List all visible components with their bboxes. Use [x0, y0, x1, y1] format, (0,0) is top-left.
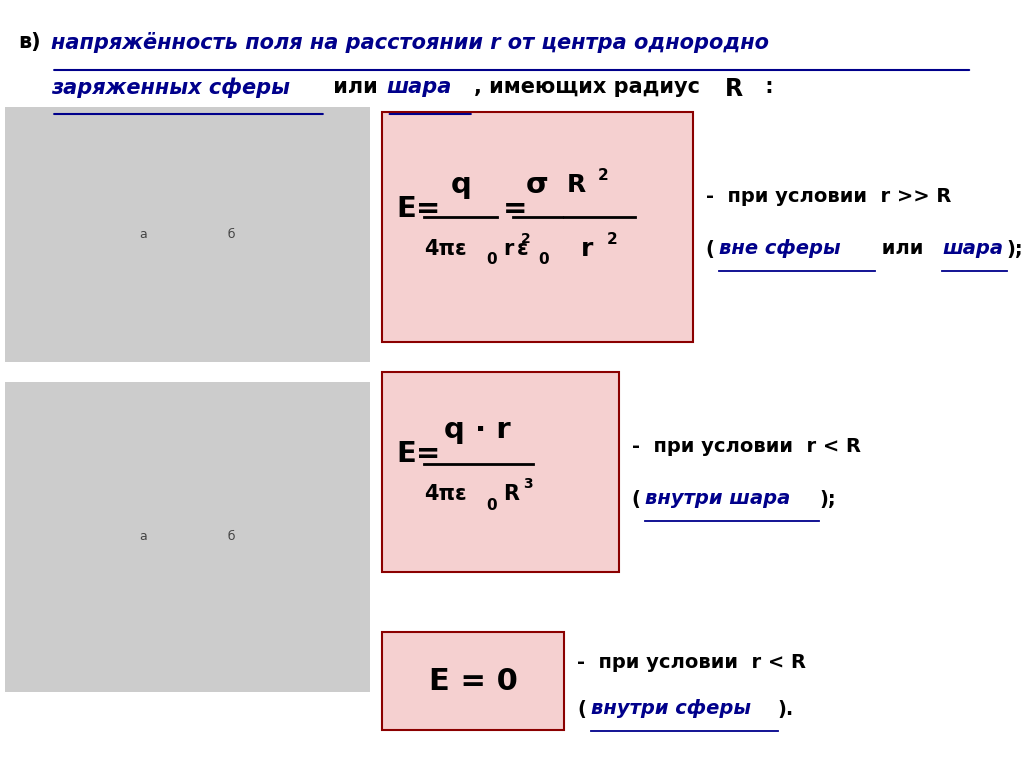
Text: 3: 3	[523, 477, 532, 491]
Text: r: r	[581, 237, 593, 261]
Text: E = 0: E = 0	[429, 667, 517, 696]
FancyBboxPatch shape	[382, 372, 618, 572]
Text: =: =	[503, 195, 527, 223]
Text: q: q	[451, 171, 471, 199]
Text: -  при условии  r < R: - при условии r < R	[578, 653, 806, 673]
Text: внутри сферы: внутри сферы	[591, 700, 751, 719]
Text: (: (	[706, 239, 715, 258]
Text: а                    б: а б	[139, 228, 236, 241]
Text: или: или	[326, 77, 385, 97]
FancyBboxPatch shape	[382, 112, 692, 342]
Text: R: R	[725, 77, 743, 101]
Text: 0: 0	[538, 252, 549, 268]
Text: заряженных сферы: заряженных сферы	[51, 77, 291, 97]
Text: R: R	[503, 484, 519, 504]
Text: напряжённость поля на расстоянии r от центра однородно: напряжённость поля на расстоянии r от це…	[51, 32, 769, 53]
Text: 2: 2	[598, 167, 608, 183]
Text: внутри шара: внутри шара	[645, 489, 791, 509]
Text: 2: 2	[521, 232, 530, 246]
Text: );: );	[1007, 239, 1023, 258]
Text: E=: E=	[396, 440, 441, 468]
Text: σ: σ	[525, 171, 548, 199]
Text: (: (	[632, 489, 640, 509]
Text: 4πε: 4πε	[424, 239, 467, 259]
Text: в): в)	[17, 32, 40, 52]
Text: 2: 2	[607, 232, 617, 246]
Text: -  при условии  r < R: - при условии r < R	[632, 437, 860, 456]
Text: q · r: q · r	[444, 416, 511, 444]
Text: (: (	[578, 700, 586, 719]
Text: E=: E=	[396, 195, 441, 223]
FancyBboxPatch shape	[382, 632, 564, 730]
Text: или: или	[876, 239, 931, 258]
FancyBboxPatch shape	[5, 107, 370, 362]
Text: :: :	[758, 77, 773, 97]
Text: );: );	[819, 489, 836, 509]
Text: ).: ).	[777, 700, 794, 719]
Text: R: R	[566, 173, 586, 197]
Text: 0: 0	[486, 252, 497, 268]
Text: 4πε: 4πε	[424, 484, 467, 504]
Text: ε: ε	[517, 239, 528, 259]
Text: шара: шара	[387, 77, 453, 97]
Text: 0: 0	[486, 498, 497, 512]
Text: шара: шара	[942, 239, 1004, 258]
Text: , имеющих радиус: , имеющих радиус	[474, 77, 707, 97]
Text: а                    б: а б	[139, 531, 236, 544]
Text: -  при условии  r >> R: - при условии r >> R	[706, 187, 951, 206]
FancyBboxPatch shape	[5, 382, 370, 692]
Text: r: r	[503, 239, 514, 259]
Text: вне сферы: вне сферы	[720, 239, 841, 258]
